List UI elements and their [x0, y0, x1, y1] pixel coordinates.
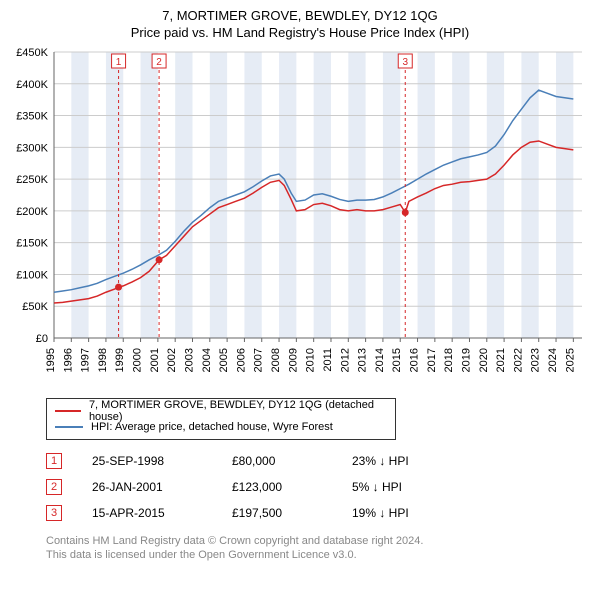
line-chart-svg: £0 £50K £100K £150K £200K £250K £300K £350K £400… [12, 48, 588, 388]
chart-container: 7, MORTIMER GROVE, BEWDLEY, DY12 1QG Pri… [0, 0, 600, 573]
sale-diff: 23% ↓ HPI [352, 454, 472, 468]
svg-text:2000: 2000 [132, 348, 144, 372]
sale-price: £123,000 [232, 480, 352, 494]
svg-text:2009: 2009 [287, 348, 299, 372]
legend-label-series1: 7, MORTIMER GROVE, BEWDLEY, DY12 1QG (de… [89, 399, 387, 423]
svg-text:£0: £0 [36, 333, 48, 345]
sale-marker-box: 1 [46, 453, 62, 469]
svg-text:£250K: £250K [16, 174, 48, 186]
chart-subtitle: Price paid vs. HM Land Registry's House … [12, 25, 588, 40]
svg-text:£150K: £150K [16, 238, 48, 250]
chart-plot-area: £0 £50K £100K £150K £200K £250K £300K £350K £400… [12, 48, 588, 388]
svg-text:3: 3 [402, 57, 408, 68]
legend-swatch-series1 [55, 410, 81, 412]
svg-text:£200K: £200K [16, 206, 48, 218]
svg-text:2010: 2010 [305, 348, 317, 372]
svg-text:2003: 2003 [183, 348, 195, 372]
svg-text:2018: 2018 [443, 348, 455, 372]
svg-text:2004: 2004 [201, 348, 213, 372]
svg-text:2011: 2011 [322, 348, 334, 372]
svg-text:2022: 2022 [512, 348, 524, 372]
svg-text:1999: 1999 [114, 348, 126, 372]
svg-text:£50K: £50K [22, 301, 48, 313]
sale-date: 25-SEP-1998 [92, 454, 232, 468]
svg-text:2007: 2007 [253, 348, 265, 372]
sale-date: 26-JAN-2001 [92, 480, 232, 494]
svg-text:£300K: £300K [16, 142, 48, 154]
svg-text:1995: 1995 [45, 348, 57, 372]
svg-text:2015: 2015 [391, 348, 403, 372]
sales-row: 2 26-JAN-2001£123,0005% ↓ HPI [46, 474, 588, 500]
svg-text:2021: 2021 [495, 348, 507, 372]
svg-text:£350K: £350K [16, 111, 48, 123]
sale-price: £197,500 [232, 506, 352, 520]
svg-text:£400K: £400K [16, 79, 48, 91]
legend-row-series1: 7, MORTIMER GROVE, BEWDLEY, DY12 1QG (de… [55, 403, 387, 419]
legend-box: 7, MORTIMER GROVE, BEWDLEY, DY12 1QG (de… [46, 398, 396, 440]
svg-text:2: 2 [156, 57, 162, 68]
svg-text:2001: 2001 [149, 348, 161, 372]
sale-diff: 5% ↓ HPI [352, 480, 472, 494]
svg-text:2013: 2013 [357, 348, 369, 372]
svg-text:2014: 2014 [374, 348, 386, 372]
footer-line2: This data is licensed under the Open Gov… [46, 548, 588, 562]
svg-text:1996: 1996 [62, 348, 74, 372]
sale-date: 15-APR-2015 [92, 506, 232, 520]
svg-text:2008: 2008 [270, 348, 282, 372]
svg-text:2019: 2019 [460, 348, 472, 372]
sales-row: 1 25-SEP-1998£80,00023% ↓ HPI [46, 448, 588, 474]
svg-text:2017: 2017 [426, 348, 438, 372]
sales-table: 1 25-SEP-1998£80,00023% ↓ HPI 2 26-JAN-2001… [46, 448, 588, 526]
svg-text:2006: 2006 [235, 348, 247, 372]
sale-price: £80,000 [232, 454, 352, 468]
legend-label-series2: HPI: Average price, detached house, Wyre… [91, 421, 333, 433]
chart-title: 7, MORTIMER GROVE, BEWDLEY, DY12 1QG [12, 8, 588, 23]
sale-marker-box: 3 [46, 505, 62, 521]
svg-text:2024: 2024 [547, 348, 559, 372]
svg-text:2025: 2025 [564, 348, 576, 372]
legend-swatch-series2 [55, 426, 83, 428]
svg-text:2016: 2016 [409, 348, 421, 372]
svg-text:1997: 1997 [80, 348, 92, 372]
footer-note: Contains HM Land Registry data © Crown c… [46, 534, 588, 563]
svg-text:2023: 2023 [530, 348, 542, 372]
svg-text:1: 1 [116, 57, 122, 68]
footer-line1: Contains HM Land Registry data © Crown c… [46, 534, 588, 548]
sale-diff: 19% ↓ HPI [352, 506, 472, 520]
svg-text:2020: 2020 [478, 348, 490, 372]
svg-text:1998: 1998 [97, 348, 109, 372]
svg-text:2005: 2005 [218, 348, 230, 372]
sale-marker-box: 2 [46, 479, 62, 495]
svg-text:2002: 2002 [166, 348, 178, 372]
svg-text:£450K: £450K [16, 48, 48, 59]
svg-text:£100K: £100K [16, 269, 48, 281]
sales-row: 3 15-APR-2015£197,50019% ↓ HPI [46, 500, 588, 526]
svg-text:2012: 2012 [339, 348, 351, 372]
